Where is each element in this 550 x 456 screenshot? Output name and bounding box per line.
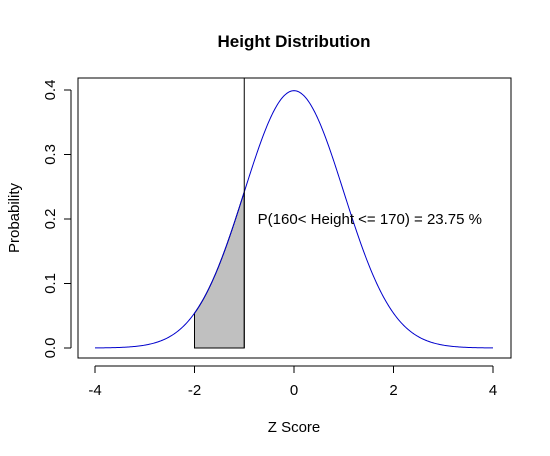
y-axis-label: Probability xyxy=(6,182,23,253)
x-axis-label: Z Score xyxy=(268,419,321,436)
x-tick-label: 4 xyxy=(489,382,497,399)
y-tick-label: 0.0 xyxy=(42,338,59,359)
y-tick-label: 0.1 xyxy=(42,273,59,294)
y-tick-label: 0.2 xyxy=(42,209,59,230)
probability-annotation: P(160< Height <= 170) = 23.75 % xyxy=(258,211,482,228)
plot-frame xyxy=(77,77,512,359)
x-tick-label: 0 xyxy=(290,382,298,399)
x-tick-label: -4 xyxy=(88,382,101,399)
y-tick-label: 0.3 xyxy=(42,144,59,165)
density-curve xyxy=(95,90,493,349)
x-tick-label: -2 xyxy=(188,382,201,399)
chart-title: Height Distribution xyxy=(218,32,371,51)
x-tick-label: 2 xyxy=(389,382,397,399)
y-tick-label: 0.4 xyxy=(42,80,59,101)
